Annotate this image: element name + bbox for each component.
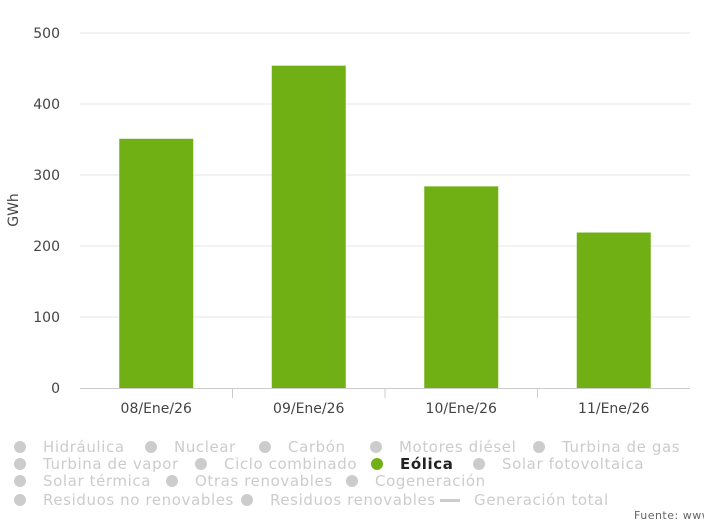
bar[interactable] bbox=[424, 186, 499, 388]
y-tick-label: 500 bbox=[33, 26, 60, 42]
legend-item[interactable]: Residuos renovables bbox=[241, 491, 436, 509]
legend-dot-symbol bbox=[195, 458, 207, 470]
legend-dot-symbol bbox=[14, 458, 26, 470]
legend-dot-symbol bbox=[14, 494, 26, 506]
legend-item[interactable]: Turbina de gas bbox=[533, 438, 680, 456]
x-tick-label: 10/Ene/26 bbox=[426, 401, 497, 417]
legend-item-label: Cogeneración bbox=[375, 472, 486, 490]
y-axis-title: GWh bbox=[6, 193, 22, 227]
legend-item-label: Motores diésel bbox=[399, 438, 517, 456]
legend-item[interactable]: Ciclo combinado bbox=[195, 455, 357, 473]
legend-item[interactable]: Carbón bbox=[259, 438, 346, 456]
x-tick-label: 09/Ene/26 bbox=[273, 401, 344, 417]
legend-item-label: Ciclo combinado bbox=[224, 455, 358, 473]
legend-item[interactable]: Cogeneración bbox=[346, 472, 486, 490]
legend-dot-symbol bbox=[533, 441, 545, 453]
legend-item-label: Residuos renovables bbox=[270, 491, 436, 509]
bar[interactable] bbox=[119, 138, 194, 388]
legend-item[interactable]: Motores diésel bbox=[370, 438, 516, 456]
legend-item-label: Nuclear bbox=[174, 438, 236, 456]
legend-item-label: Solar fotovoltaica bbox=[502, 455, 645, 473]
chart-legend: Hidráulica Nuclear Carbón Motores diésel Tur… bbox=[0, 438, 704, 514]
bar[interactable] bbox=[271, 65, 346, 388]
legend-dot-symbol bbox=[473, 458, 485, 470]
legend-item[interactable]: Hidráulica bbox=[14, 438, 125, 456]
legend-dot-symbol bbox=[14, 441, 26, 453]
bar-chart: 0 100 200 300 400 500 GWh 08/Ene/26 09/Ene/26 10/… bbox=[6, 26, 690, 417]
legend-item[interactable]: Residuos no renovables bbox=[14, 491, 234, 509]
legend-item[interactable]: Solar fotovoltaica bbox=[473, 455, 644, 473]
legend-item-label: Turbina de gas bbox=[562, 438, 681, 456]
legend-line-symbol bbox=[440, 498, 460, 502]
y-tick-label: 300 bbox=[33, 168, 60, 184]
legend-item[interactable]: Nuclear bbox=[145, 438, 236, 456]
y-tick-label: 100 bbox=[33, 310, 60, 326]
legend-item[interactable]: Generación total bbox=[440, 491, 609, 509]
legend-item-label: Residuos no renovables bbox=[43, 491, 234, 509]
legend-dot-symbol bbox=[14, 475, 26, 487]
legend-item[interactable]: Eólica bbox=[371, 455, 453, 473]
legend-item-label: Generación total bbox=[474, 491, 609, 509]
y-tick-label: 200 bbox=[33, 239, 60, 255]
legend-item-label: Eólica bbox=[400, 455, 454, 473]
y-tick-label: 0 bbox=[51, 381, 60, 397]
legend-dot-symbol bbox=[259, 441, 271, 453]
x-tick-label: 08/Ene/26 bbox=[121, 401, 192, 417]
legend-item-label: Carbón bbox=[288, 438, 346, 456]
legend-dot-symbol bbox=[166, 475, 178, 487]
legend-dot-symbol bbox=[145, 441, 157, 453]
legend-dot-symbol bbox=[370, 441, 382, 453]
x-tick-label: 11/Ene/26 bbox=[578, 401, 649, 417]
legend-dot-symbol bbox=[371, 458, 383, 470]
legend-item-label: Solar térmica bbox=[43, 472, 152, 490]
bar[interactable] bbox=[576, 232, 651, 388]
y-tick-label: 400 bbox=[33, 97, 60, 113]
legend-item[interactable]: Otras renovables bbox=[166, 472, 333, 490]
legend-dot-symbol bbox=[346, 475, 358, 487]
legend-item[interactable]: Turbina de vapor bbox=[14, 455, 179, 473]
legend-item-label: Turbina de vapor bbox=[43, 455, 179, 473]
source-note: Fuente: www bbox=[634, 509, 704, 522]
legend-item[interactable]: Solar térmica bbox=[14, 472, 151, 490]
legend-item-label: Otras renovables bbox=[195, 472, 333, 490]
legend-item-label: Hidráulica bbox=[43, 438, 125, 456]
legend-dot-symbol bbox=[241, 494, 253, 506]
